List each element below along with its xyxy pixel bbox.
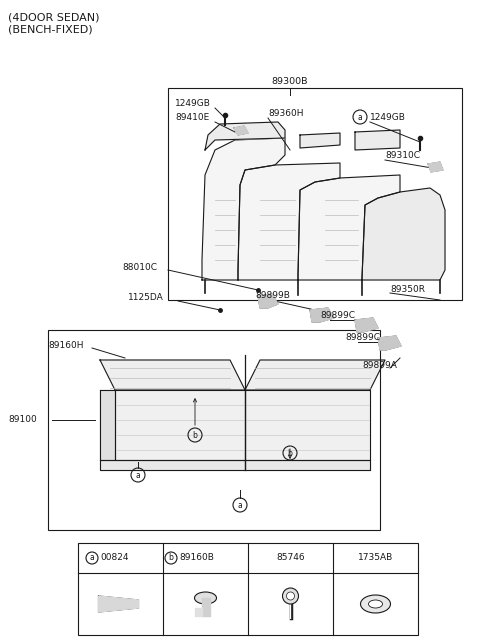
Text: 89410E: 89410E — [175, 114, 209, 123]
Bar — [78, 543, 418, 635]
Text: 89160B: 89160B — [179, 554, 214, 563]
Text: 1249GB: 1249GB — [175, 98, 211, 107]
Circle shape — [287, 592, 295, 600]
Polygon shape — [245, 390, 370, 460]
Text: 89310C: 89310C — [385, 150, 420, 159]
Polygon shape — [202, 138, 285, 280]
Text: 85746: 85746 — [276, 554, 305, 563]
Text: 89899C: 89899C — [320, 311, 355, 320]
Text: 1249GB: 1249GB — [370, 113, 406, 122]
Text: 00824: 00824 — [100, 554, 129, 563]
Bar — [168, 88, 462, 300]
Text: 89100: 89100 — [8, 415, 37, 424]
Text: a: a — [136, 471, 140, 480]
Polygon shape — [298, 175, 400, 280]
Text: 89350R: 89350R — [390, 285, 425, 294]
Ellipse shape — [369, 600, 383, 608]
Polygon shape — [98, 596, 139, 612]
Text: a: a — [90, 554, 95, 563]
Text: a: a — [238, 500, 242, 509]
Text: b: b — [288, 449, 292, 458]
Polygon shape — [258, 294, 278, 308]
Text: a: a — [358, 113, 362, 122]
Ellipse shape — [194, 592, 216, 604]
Polygon shape — [115, 390, 245, 460]
Polygon shape — [100, 360, 245, 390]
Text: 1735AB: 1735AB — [358, 554, 393, 563]
Polygon shape — [205, 122, 285, 150]
Polygon shape — [355, 318, 378, 332]
Text: 89899C: 89899C — [345, 334, 380, 343]
Circle shape — [283, 588, 299, 604]
Text: 89899A: 89899A — [362, 361, 397, 370]
Polygon shape — [100, 460, 245, 470]
Text: b: b — [168, 554, 173, 563]
Text: (4DOOR SEDAN): (4DOOR SEDAN) — [8, 12, 99, 22]
Text: 89160H: 89160H — [48, 341, 84, 350]
Polygon shape — [355, 130, 400, 150]
Polygon shape — [245, 360, 385, 390]
Text: (BENCH-FIXED): (BENCH-FIXED) — [8, 24, 93, 34]
Polygon shape — [428, 162, 443, 172]
Polygon shape — [202, 598, 209, 616]
Text: b: b — [192, 431, 197, 440]
Polygon shape — [378, 336, 401, 350]
Polygon shape — [362, 188, 445, 280]
Polygon shape — [100, 390, 115, 460]
Polygon shape — [310, 308, 334, 322]
Polygon shape — [234, 126, 248, 135]
Polygon shape — [194, 608, 202, 616]
Text: 89360H: 89360H — [268, 109, 303, 118]
Ellipse shape — [360, 595, 391, 613]
Bar — [48, 330, 380, 530]
Polygon shape — [238, 163, 340, 280]
Polygon shape — [300, 133, 340, 148]
Text: 88010C: 88010C — [122, 262, 157, 271]
Text: 1125DA: 1125DA — [128, 293, 164, 302]
Polygon shape — [245, 460, 370, 470]
Text: 89899B: 89899B — [255, 291, 290, 300]
Text: 89300B: 89300B — [272, 78, 308, 87]
